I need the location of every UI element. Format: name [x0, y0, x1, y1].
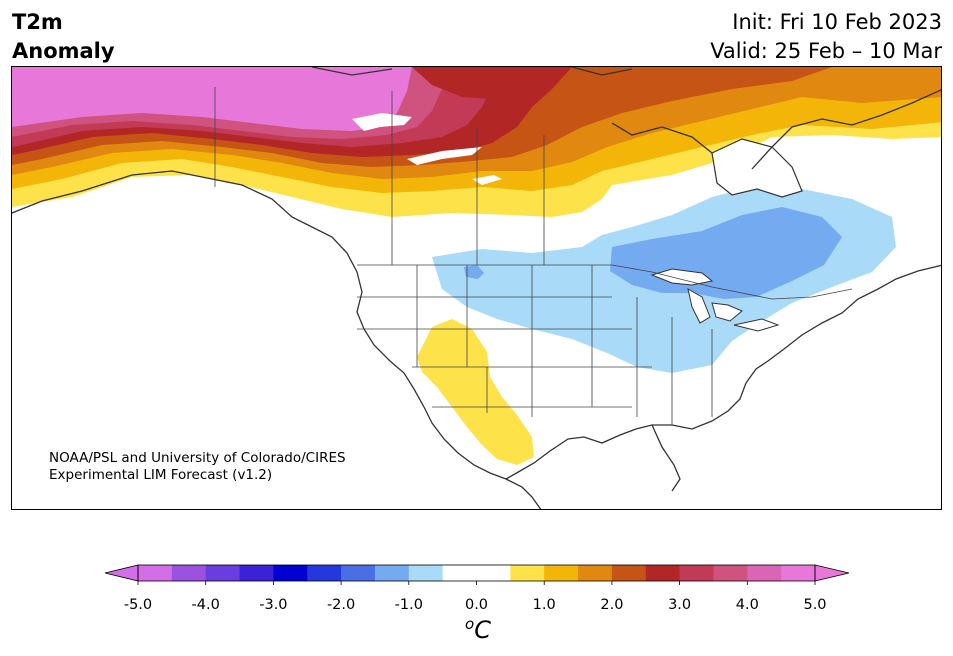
- anomaly-cold-small: [464, 265, 484, 279]
- colorbar: [104, 564, 850, 585]
- colorbar-segment: [781, 565, 816, 581]
- anomaly-band-top-dark: [592, 67, 712, 87]
- colorbar-segment: [510, 565, 545, 581]
- unit-degree: o: [465, 615, 475, 633]
- anomaly-band-top-red: [412, 67, 532, 99]
- valid-range: Valid: 25 Feb – 10 Mar: [710, 39, 942, 63]
- colorbar-segment: [273, 565, 308, 581]
- anomaly-southwest-yellow: [417, 319, 534, 465]
- colorbar-segment: [645, 565, 681, 581]
- great-bear-lake: [352, 113, 412, 131]
- colorbar-tick-label: 3.0: [668, 597, 692, 613]
- colorbar-unit: oC: [465, 615, 491, 644]
- colorbar-segment: [713, 565, 748, 581]
- title-anomaly: Anomaly: [12, 39, 115, 63]
- great-slave-lake: [407, 147, 482, 165]
- colorbar-tick-label: 4.0: [735, 597, 759, 613]
- colorbar-under-arrow: [104, 564, 139, 582]
- colorbar-tick-label: -5.0: [123, 597, 153, 613]
- colorbar-segment: [341, 565, 376, 581]
- colorbar-segment: [138, 565, 173, 581]
- title-variable: T2m: [12, 10, 63, 34]
- colorbar-tick-label: -3.0: [259, 597, 288, 613]
- colorbar-tick-label: 2.0: [600, 597, 624, 613]
- political-boundaries: [214, 87, 853, 425]
- colorbar-segment: [171, 565, 207, 581]
- colorbar-tick-label: -1.0: [394, 597, 423, 613]
- title-block: T2m Anomaly: [12, 8, 115, 66]
- anomaly-band-magenta: [12, 67, 412, 131]
- colorbar-tick-label: -2.0: [326, 597, 356, 613]
- hudson-bay: [711, 138, 803, 198]
- credit-line-2: Experimental LIM Forecast (v1.2): [49, 467, 273, 483]
- colorbar-tick-labels: -5.0 -4.0 -3.0 -2.0 -1.0 0.0 1.0 2.0 3.0 4.0 5.0: [0, 597, 953, 617]
- colorbar-tick-label: -4.0: [191, 597, 220, 613]
- colorbar-tick-label: 0.0: [464, 597, 489, 613]
- colorbar-segment: [408, 565, 444, 581]
- credit-line-1: NOAA/PSL and University of Colorado/CIRE…: [49, 450, 346, 466]
- colorbar-segment: [747, 565, 782, 581]
- colorbar-tick-label: 1.0: [532, 597, 556, 613]
- colorbar-over-arrow: [814, 564, 850, 582]
- init-date: Init: Fri 10 Feb 2023: [732, 10, 942, 34]
- coastlines: [12, 67, 941, 509]
- colorbar-segment: [205, 565, 241, 581]
- colorbar-ticks: [137, 581, 816, 585]
- colorbar-segment: [476, 565, 511, 581]
- colorbar-segment: [679, 565, 714, 581]
- anomaly-map: [11, 66, 942, 510]
- unit-letter: C: [474, 616, 491, 644]
- colorbar-tick-label: 5.0: [803, 597, 827, 613]
- colorbar-segment: [374, 565, 410, 581]
- colorbar-segment: [239, 565, 274, 581]
- colorbar-segments: [138, 565, 816, 581]
- colorbar-segment: [307, 565, 342, 581]
- lake-athabasca: [472, 175, 502, 185]
- date-block: Init: Fri 10 Feb 2023 Valid: 25 Feb – 10…: [710, 8, 942, 66]
- colorbar-segment: [611, 565, 647, 581]
- credit-text: NOAA/PSL and University of Colorado/CIRE…: [49, 450, 346, 484]
- colorbar-segment: [578, 565, 613, 581]
- colorbar-segment: [544, 565, 579, 581]
- colorbar-segment: [442, 565, 477, 581]
